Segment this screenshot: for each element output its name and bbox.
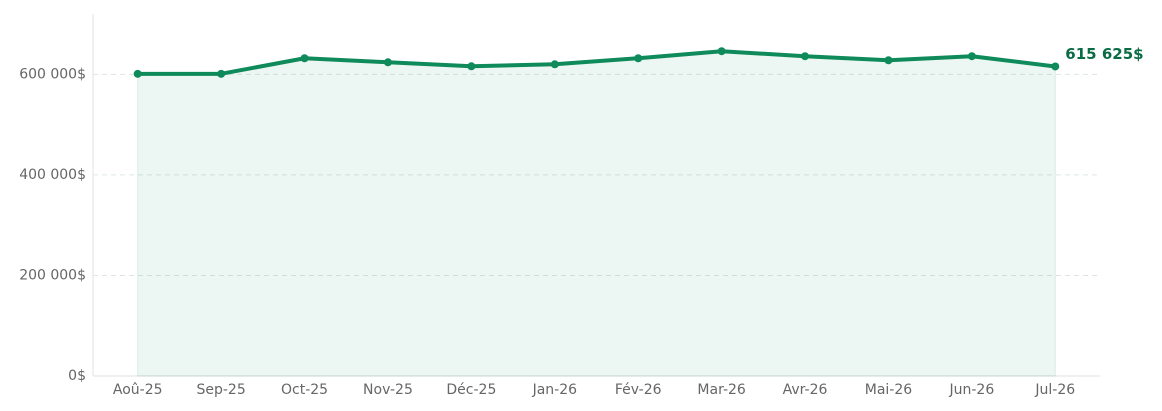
x-tick-label: Aoû-25 bbox=[113, 382, 163, 398]
point bbox=[133, 69, 142, 78]
point bbox=[550, 60, 559, 69]
point bbox=[884, 56, 893, 65]
y-tick-label: 400 000$ bbox=[19, 167, 86, 183]
x-tick-label: Jul-26 bbox=[1034, 382, 1075, 398]
x-tick-label: Mai-26 bbox=[865, 382, 913, 398]
area bbox=[137, 50, 1056, 377]
point bbox=[467, 62, 476, 71]
line bbox=[137, 49, 1056, 76]
value-label: 615 625$ bbox=[1065, 45, 1143, 63]
x-tick-label: Oct-25 bbox=[281, 382, 328, 398]
point bbox=[634, 54, 643, 63]
y-tick-label: 600 000$ bbox=[19, 66, 86, 82]
point bbox=[801, 52, 810, 61]
point bbox=[1051, 62, 1060, 71]
x-tick-label: Fév-26 bbox=[615, 382, 662, 398]
x-tick-label: Nov-25 bbox=[363, 382, 413, 398]
y-tick-label: 0$ bbox=[68, 368, 86, 384]
y-tick-label: 200 000$ bbox=[19, 267, 86, 283]
x-tick-label: Sep-25 bbox=[196, 382, 245, 398]
point bbox=[717, 47, 726, 56]
x-tick-label: Jun-26 bbox=[949, 382, 995, 398]
x-tick-label: Jan-26 bbox=[532, 382, 578, 398]
x-tick-label: Avr-26 bbox=[783, 382, 828, 398]
point bbox=[383, 58, 392, 67]
point bbox=[300, 54, 309, 63]
point bbox=[217, 69, 226, 78]
x-tick-label: Mar-26 bbox=[697, 382, 745, 398]
x-tick-label: Déc-25 bbox=[446, 382, 496, 398]
point bbox=[967, 52, 976, 61]
